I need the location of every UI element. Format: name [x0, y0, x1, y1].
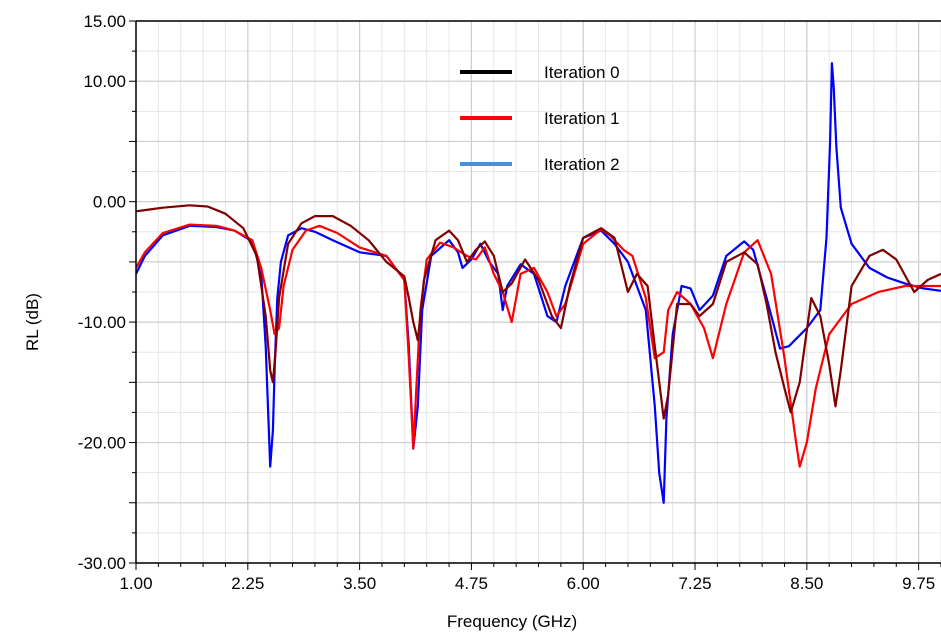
axes [129, 20, 941, 570]
y-tick-label: -20.00 [78, 434, 126, 453]
y-tick-label: -30.00 [78, 554, 126, 573]
y-tick-label: -10.00 [78, 313, 126, 332]
x-tick-label: 2.25 [231, 574, 264, 593]
x-tick-label: 4.75 [455, 574, 488, 593]
x-axis-title: Frequency (GHz) [447, 612, 577, 631]
x-tick-label: 7.25 [678, 574, 711, 593]
x-tick-label: 3.50 [343, 574, 376, 593]
legend-label-iteration-0: Iteration 0 [544, 63, 620, 82]
series-layer [136, 62, 941, 504]
legend-label-iteration-2: Iteration 2 [544, 155, 620, 174]
tick-labels: 1.00 2.25 3.50 4.75 6.00 7.25 8.50 9.75 15.00 10.… [78, 12, 935, 593]
y-axis-title: RL (dB) [23, 293, 42, 351]
x-tick-label: 8.50 [790, 574, 823, 593]
x-tick-label: 9.75 [902, 574, 935, 593]
y-tick-label: 10.00 [83, 72, 126, 91]
legend: Iteration 0 Iteration 1 Iteration 2 [460, 63, 620, 174]
x-tick-label: 6.00 [567, 574, 600, 593]
y-tick-label: 15.00 [83, 12, 126, 31]
y-tick-label: 0.00 [93, 193, 126, 212]
minor-grid [135, 20, 941, 564]
x-tick-label: 1.00 [119, 574, 152, 593]
series-line-iteration-1 [136, 223, 941, 468]
legend-label-iteration-1: Iteration 1 [544, 109, 620, 128]
series-line-iteration-0 [136, 204, 941, 420]
